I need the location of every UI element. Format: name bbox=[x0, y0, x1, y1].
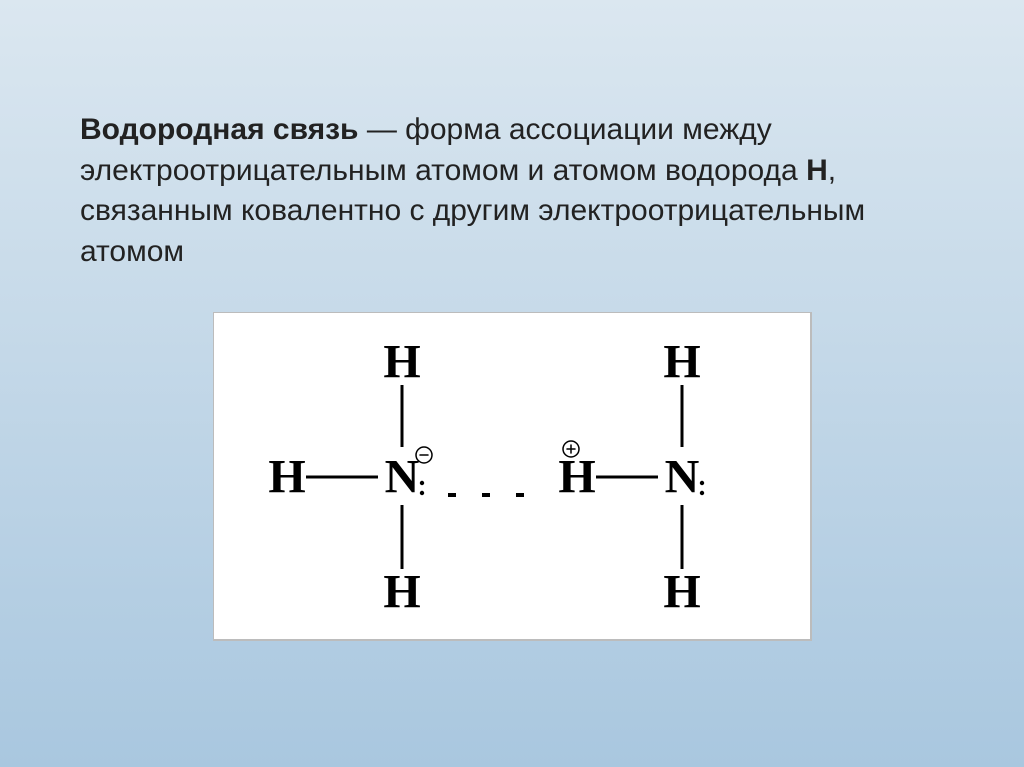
svg-text:N: N bbox=[384, 451, 419, 504]
svg-text:H: H bbox=[663, 566, 700, 618]
diagram-container: H H H N H H H N bbox=[80, 312, 944, 641]
slide: Водородная связь — форма ассоциации межд… bbox=[0, 0, 1024, 767]
svg-text:N: N bbox=[664, 451, 699, 504]
svg-text:H: H bbox=[383, 566, 420, 618]
term: Водородная связь bbox=[80, 113, 359, 146]
chemical-diagram: H H H N H H H N bbox=[252, 327, 772, 617]
svg-text:H: H bbox=[558, 451, 595, 504]
def-symbol-h: H bbox=[806, 154, 828, 187]
svg-text:H: H bbox=[383, 336, 420, 389]
definition-paragraph: Водородная связь — форма ассоциации межд… bbox=[80, 110, 944, 272]
svg-text:H: H bbox=[268, 451, 305, 504]
dash: — bbox=[359, 113, 406, 146]
svg-text:H: H bbox=[663, 336, 700, 389]
diagram-box: H H H N H H H N bbox=[213, 312, 812, 641]
